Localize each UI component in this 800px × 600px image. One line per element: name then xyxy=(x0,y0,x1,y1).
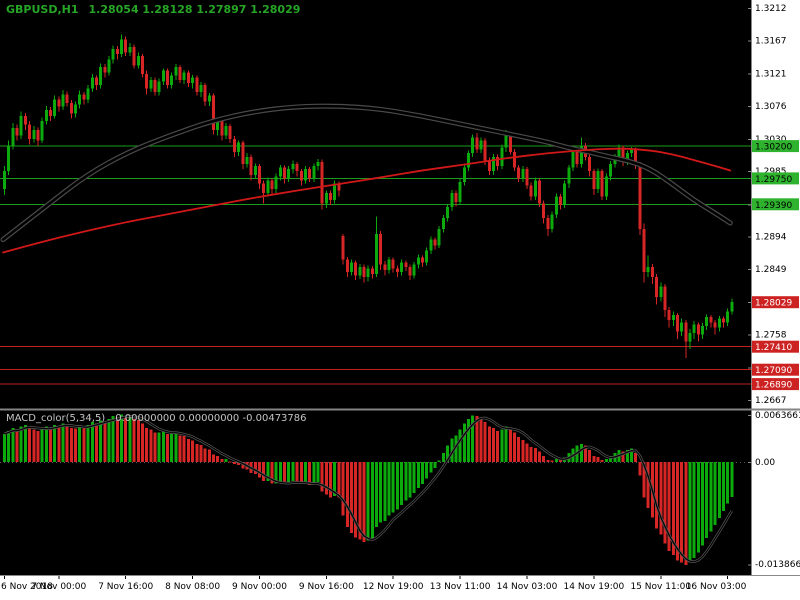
svg-text:15 Nov 11:00: 15 Nov 11:00 xyxy=(630,582,691,592)
red-price-badge xyxy=(752,378,799,391)
macd-chart-surface[interactable] xyxy=(0,410,751,575)
svg-text:1.2758: 1.2758 xyxy=(755,331,787,341)
svg-text:1.3212: 1.3212 xyxy=(755,4,787,14)
svg-text:0.00: 0.00 xyxy=(755,458,775,468)
svg-text:13 Nov 11:00: 13 Nov 11:00 xyxy=(430,582,491,592)
svg-text:7 Nov 00:00: 7 Nov 00:00 xyxy=(31,582,86,592)
svg-text:1.27090: 1.27090 xyxy=(755,366,792,376)
green-price-badge xyxy=(752,172,799,185)
svg-text:12 Nov 19:00: 12 Nov 19:00 xyxy=(363,582,424,592)
time-axis-labels: 6 Nov 20187 Nov 00:00 7 Nov 16:00 8 Nov 08… xyxy=(1,576,747,592)
svg-text:14 Nov 03:00: 14 Nov 03:00 xyxy=(497,582,558,592)
svg-text:1.2894: 1.2894 xyxy=(755,233,787,243)
svg-text:-0.0138660: -0.0138660 xyxy=(755,560,800,570)
svg-text:1.2985: 1.2985 xyxy=(755,167,787,177)
moving-averages xyxy=(0,103,733,254)
svg-text:1.26890: 1.26890 xyxy=(755,381,792,391)
current-price-badge xyxy=(752,296,799,309)
price-chart-surface[interactable] xyxy=(0,0,751,409)
ma-red-line xyxy=(2,147,732,254)
macd-axis-labels: 0.0063661 0.00 -0.0138660 xyxy=(748,411,800,570)
macd-signal-line xyxy=(4,415,733,563)
svg-text:8 Nov 08:00: 8 Nov 08:00 xyxy=(165,582,220,592)
svg-text:9 Nov 00:00: 9 Nov 00:00 xyxy=(232,582,287,592)
svg-text:16 Nov 03:00: 16 Nov 03:00 xyxy=(686,582,747,592)
ma-black-line xyxy=(1,104,732,241)
svg-text:1.3121: 1.3121 xyxy=(755,69,787,79)
red-price-badge xyxy=(752,340,799,353)
svg-text:14 Nov 19:00: 14 Nov 19:00 xyxy=(564,582,625,592)
svg-text:7 Nov 16:00: 7 Nov 16:00 xyxy=(98,582,153,592)
svg-text:1.30200: 1.30200 xyxy=(755,143,792,153)
svg-text:9 Nov 16:00: 9 Nov 16:00 xyxy=(299,582,354,592)
time-axis-strip xyxy=(0,575,800,600)
green-price-badge xyxy=(752,198,799,211)
svg-text:6 Nov 2018: 6 Nov 2018 xyxy=(1,582,53,592)
macd-pane xyxy=(0,414,751,565)
svg-text:1.3076: 1.3076 xyxy=(755,102,787,112)
svg-text:0.0063661: 0.0063661 xyxy=(755,411,800,421)
green-price-badge xyxy=(752,140,799,153)
price-level-badges: 1.30200 1.29750 1.29390 1.27410 1.27090 1.268… xyxy=(752,140,799,391)
red-price-badge xyxy=(752,363,799,376)
time-axis-scale[interactable] xyxy=(0,575,800,600)
svg-text:1.3167: 1.3167 xyxy=(755,36,787,46)
candlestick-series xyxy=(3,34,734,359)
svg-text:1.2667: 1.2667 xyxy=(755,396,787,406)
svg-text:1.28029: 1.28029 xyxy=(755,299,792,309)
svg-text:1.2849: 1.2849 xyxy=(755,265,787,275)
price-axis-scale[interactable] xyxy=(751,0,800,575)
svg-text:1.29390: 1.29390 xyxy=(755,201,792,211)
svg-text:1.27410: 1.27410 xyxy=(755,343,792,353)
svg-text:1.29750: 1.29750 xyxy=(755,175,792,185)
svg-text:1.3030: 1.3030 xyxy=(755,135,787,145)
